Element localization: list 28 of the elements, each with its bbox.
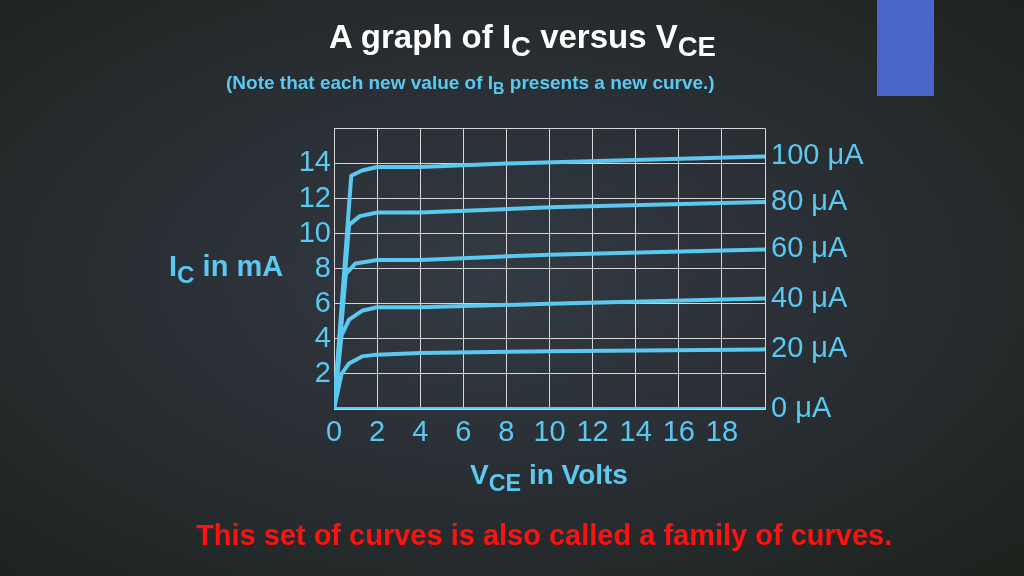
- chart-title: A graph of I$_{C}$ versus V$_{CE}$: [329, 17, 716, 63]
- y-tick-label: 8: [314, 250, 331, 283]
- y-tick-label: 6: [314, 285, 331, 318]
- x-tick-label: 12: [576, 415, 609, 448]
- x-tick-label: 2: [369, 415, 386, 448]
- series-label: 60 μA: [771, 231, 849, 264]
- y-tick-label: 14: [298, 145, 331, 178]
- chart-subtitle: (Note that each new value of I$_{B}$ presents a new curve.): [226, 72, 715, 99]
- x-tick-label: 10: [533, 415, 566, 448]
- y-tick-label: 4: [314, 320, 331, 353]
- series-label: 40 μA: [771, 280, 849, 313]
- x-tick-label: 18: [705, 415, 739, 448]
- series-label: 20 μA: [771, 331, 849, 364]
- x-tick-label: 14: [619, 415, 652, 448]
- x-axis-title: V$_{CE}$ in Volts: [470, 458, 628, 498]
- x-tick-label: 8: [498, 415, 515, 448]
- y-tick-label: 12: [298, 180, 331, 213]
- x-tick-label: 4: [412, 415, 429, 448]
- x-tick-label: 16: [662, 415, 695, 448]
- text: This set of curves is also called a family of curves.: [196, 518, 893, 553]
- y-axis-title: I$_{C}$ in mA: [169, 249, 284, 289]
- x-tick-label: 0: [325, 415, 343, 448]
- y-tick-label: 10: [298, 215, 331, 248]
- series-label: 0 μA: [771, 391, 832, 423]
- y-tick-label: 2: [314, 355, 331, 388]
- series-label: 100 μA: [771, 138, 865, 171]
- x-tick-label: 6: [455, 415, 472, 448]
- series-label: 80 μA: [771, 184, 849, 217]
